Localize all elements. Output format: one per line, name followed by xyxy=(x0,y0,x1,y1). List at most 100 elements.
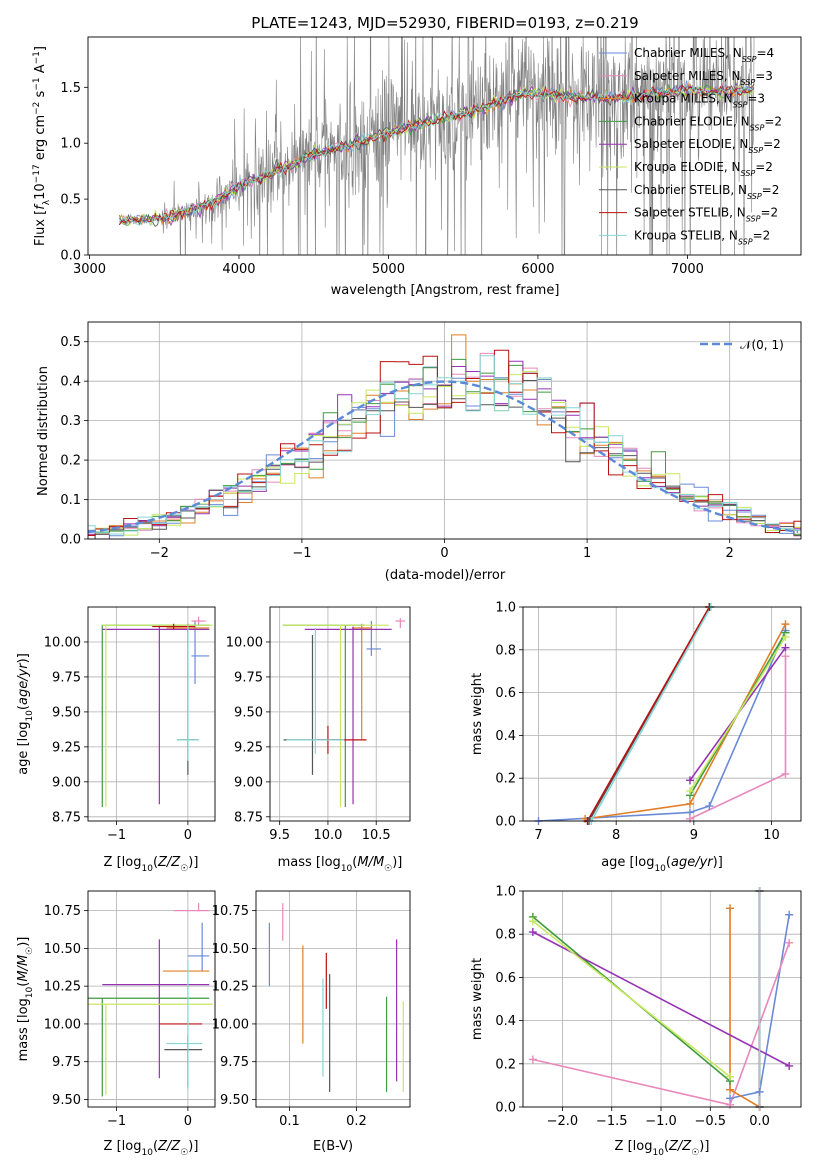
label-part: −17 xyxy=(32,164,42,183)
label-part: mass [log xyxy=(278,855,341,870)
legend-item-salpeter_stelib: Salpeter STELIB, NSSP=2 xyxy=(634,206,778,224)
legend-item-chabrier_elodie: Chabrier ELODIE, NSSP=2 xyxy=(634,114,782,131)
label-part: λ xyxy=(42,199,52,205)
marker-kroupa_miles xyxy=(781,620,790,629)
label-part: age/yr xyxy=(16,662,31,705)
marker-kroupa_elodie xyxy=(528,917,537,926)
marker-kroupa_elodie xyxy=(726,1072,735,1081)
marker-salpeter_elodie xyxy=(785,1061,794,1070)
legend-label: Salpeter STELIB, N xyxy=(634,206,746,220)
label-part: 10 xyxy=(652,1148,664,1158)
y-tick-label: 1.0 xyxy=(495,601,516,616)
histogram-salpeter_stelib xyxy=(88,349,801,536)
y-tick-label: 0.0 xyxy=(60,533,81,548)
label-part: mass [log xyxy=(16,998,31,1061)
y-tick-label: 9.25 xyxy=(52,740,81,755)
label-part: ] xyxy=(33,46,48,51)
series-kroupa_miles xyxy=(729,908,761,1107)
label-part: Z [log xyxy=(615,1139,653,1154)
x-tick-label: 0 xyxy=(440,546,448,561)
series-kroupa_elodie xyxy=(689,636,787,792)
marker-salpeter_elodie xyxy=(528,928,537,937)
x-tick-label: 3000 xyxy=(73,262,106,277)
plot-area xyxy=(88,903,213,1097)
legend-sub: SSP xyxy=(733,100,748,109)
series-salpeter_stelib xyxy=(586,607,711,821)
y-axis-label: Normed distribution xyxy=(36,366,51,496)
legend-suffix: =3 xyxy=(755,69,773,83)
label-part: −1 xyxy=(32,51,42,64)
marker-chabrier_miles xyxy=(785,910,794,919)
label-part: ☉ xyxy=(180,1148,188,1158)
label-part: 10 xyxy=(141,1148,153,1158)
data-spectrum xyxy=(119,37,755,255)
x-tick-label: −1 xyxy=(107,1114,126,1129)
y-tick-label: 9.75 xyxy=(234,670,263,685)
y-axis-label: mass weight xyxy=(470,958,485,1040)
x-tick-label: 0.1 xyxy=(279,1114,300,1129)
plot-area xyxy=(282,618,406,808)
plot-area xyxy=(88,334,801,539)
y-tick-label: 0.5 xyxy=(60,335,81,350)
x-tick-label: 1 xyxy=(583,546,591,561)
y-tick-label: 0.1 xyxy=(60,493,81,508)
legend-item-chabrier_stelib: Chabrier STELIB, NSSP=2 xyxy=(634,183,779,201)
axes-frame xyxy=(87,36,802,256)
axes-frame xyxy=(87,606,216,822)
legend-suffix: =2 xyxy=(763,137,781,151)
label-part: ( xyxy=(153,855,158,870)
x-axis-label: (data-model)/error xyxy=(385,568,506,583)
label-part: M/M xyxy=(16,955,31,982)
axes-frame xyxy=(87,890,216,1108)
legend-suffix: =3 xyxy=(747,92,765,106)
axes-frame xyxy=(522,606,802,822)
legend-sub: SSP xyxy=(750,123,765,132)
x-tick-label: −2 xyxy=(150,546,169,561)
legend-suffix: =4 xyxy=(756,46,774,60)
legend-item-salpeter_miles: Salpeter MILES, NSSP=3 xyxy=(634,69,773,87)
y-tick-label: 8.75 xyxy=(52,810,81,825)
y-tick-label: 10.00 xyxy=(44,1017,81,1032)
gaussian-curve xyxy=(88,380,799,534)
legend-suffix: =2 xyxy=(760,206,778,220)
panel-6 xyxy=(252,890,411,1111)
x-tick-label: 7 xyxy=(534,828,542,843)
legend-label: Salpeter ELODIE, N xyxy=(634,137,748,151)
x-axis-label: Z [log10(Z/Z☉)] xyxy=(104,1139,199,1158)
y-tick-label: 9.25 xyxy=(234,740,263,755)
label-part: )] xyxy=(16,653,31,663)
y-tick-label: 0.6 xyxy=(495,971,516,986)
axes-frame xyxy=(269,606,411,822)
label-part: s xyxy=(33,90,48,101)
label-part: )] xyxy=(188,855,198,870)
y-tick-label: 10.50 xyxy=(212,942,249,957)
label-part: ( xyxy=(153,1139,158,1154)
marker-salpeter_elodie xyxy=(685,776,694,785)
legend-item-kroupa_elodie: Kroupa ELODIE, NSSP=2 xyxy=(634,160,773,178)
marker-chabrier_miles xyxy=(705,802,714,811)
plot-area xyxy=(101,616,213,808)
label-part: Z/Z xyxy=(157,855,181,870)
label-part: ☉ xyxy=(180,864,188,874)
label-part: Z [log xyxy=(104,855,142,870)
legend-item-salpeter_elodie: Salpeter ELODIE, NSSP=2 xyxy=(634,137,781,155)
label-part: )] xyxy=(392,855,402,870)
label-part: ( xyxy=(16,705,31,710)
marker-salpeter_elodie xyxy=(781,643,790,652)
y-tick-label: 0.8 xyxy=(495,928,516,943)
panel-0 xyxy=(84,36,802,259)
y-tick-label: 0.0 xyxy=(495,815,516,830)
label-part: f xyxy=(33,203,48,210)
chart-title: PLATE=1243, MJD=52930, FIBERID=0193, z=0… xyxy=(251,14,638,32)
axes-frame xyxy=(522,890,802,1108)
histogram-kroupa_stelib xyxy=(88,355,801,535)
marker-chabrier_miles xyxy=(755,1087,764,1096)
y-tick-label: 0.5 xyxy=(60,193,81,208)
panel-2 xyxy=(84,606,216,825)
label-part: 10 xyxy=(341,864,353,874)
x-tick-label: −0.5 xyxy=(695,1114,727,1129)
legend-sub: SSP xyxy=(748,146,763,155)
label-part: 10 xyxy=(141,864,153,874)
y-tick-label: 9.00 xyxy=(234,775,263,790)
y-tick-label: 0.4 xyxy=(495,1014,516,1029)
